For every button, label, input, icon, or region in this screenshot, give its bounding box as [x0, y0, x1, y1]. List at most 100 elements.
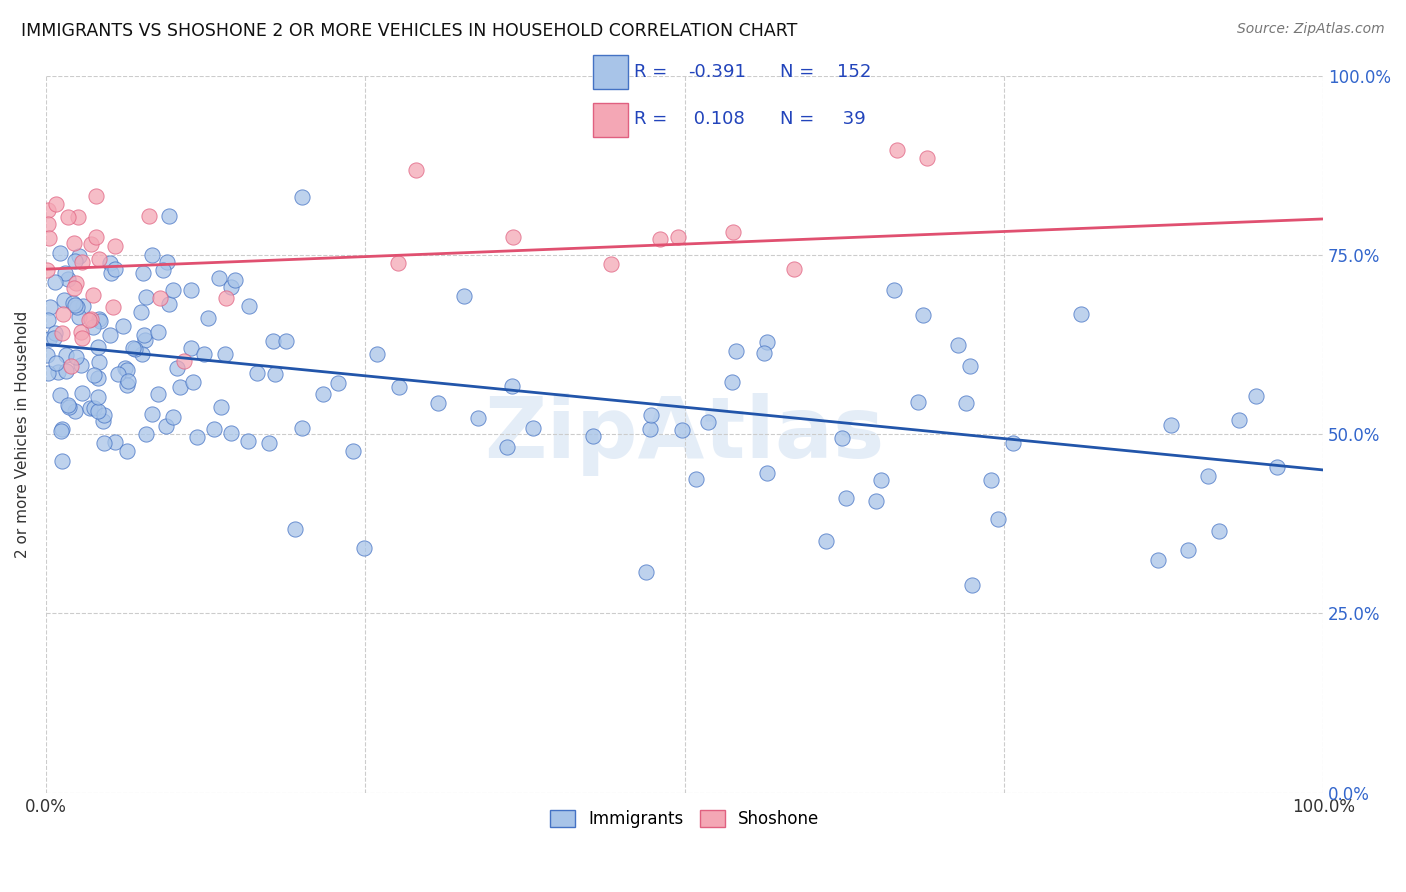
Point	[121, 341, 143, 355]
Point	[49, 388, 72, 402]
Text: -0.391: -0.391	[688, 63, 745, 81]
Point	[77, 313, 100, 327]
Point	[1177, 542, 1199, 557]
Point	[104, 239, 127, 253]
Point	[238, 299, 260, 313]
Point	[522, 421, 544, 435]
Point	[725, 344, 748, 359]
Y-axis label: 2 or more Vehicles in Household: 2 or more Vehicles in Household	[15, 310, 30, 558]
Point	[405, 163, 427, 178]
Point	[84, 230, 107, 244]
Point	[70, 255, 93, 269]
Point	[72, 386, 94, 401]
Point	[65, 350, 87, 364]
Point	[37, 263, 59, 277]
Point	[291, 190, 314, 204]
Point	[166, 360, 188, 375]
Point	[93, 408, 115, 422]
Point	[93, 436, 115, 450]
Point	[257, 435, 280, 450]
Point	[671, 423, 693, 437]
Point	[221, 280, 243, 294]
FancyBboxPatch shape	[593, 103, 627, 137]
Point	[342, 443, 364, 458]
Point	[262, 334, 284, 349]
Point	[51, 326, 73, 340]
Point	[51, 422, 73, 436]
Point	[1070, 306, 1092, 320]
Point	[353, 541, 375, 555]
Point	[723, 225, 745, 239]
Point	[37, 217, 59, 231]
Point	[70, 325, 93, 339]
Point	[835, 491, 858, 505]
Point	[955, 396, 977, 410]
Point	[312, 386, 335, 401]
Point	[1001, 436, 1024, 450]
Point	[502, 230, 524, 244]
Point	[214, 347, 236, 361]
Point	[208, 271, 231, 285]
Point	[162, 283, 184, 297]
Point	[84, 188, 107, 202]
Point	[82, 288, 104, 302]
Point	[162, 410, 184, 425]
Point	[56, 272, 79, 286]
Point	[148, 387, 170, 401]
Point	[44, 275, 66, 289]
Point	[264, 367, 287, 381]
Point	[91, 414, 114, 428]
Point	[63, 403, 86, 417]
Point	[496, 440, 519, 454]
Point	[44, 326, 66, 340]
Point	[49, 245, 72, 260]
Point	[159, 296, 181, 310]
Point	[67, 310, 90, 324]
Point	[80, 237, 103, 252]
Point	[82, 320, 104, 334]
Point	[987, 512, 1010, 526]
Point	[648, 232, 671, 246]
Point	[117, 374, 139, 388]
Point	[907, 395, 929, 409]
Point	[865, 494, 887, 508]
Point	[37, 203, 59, 218]
Point	[79, 401, 101, 415]
Point	[274, 334, 297, 349]
Point	[58, 400, 80, 414]
FancyBboxPatch shape	[593, 55, 627, 88]
Point	[1197, 468, 1219, 483]
Point	[111, 318, 134, 333]
Point	[83, 368, 105, 382]
Point	[755, 466, 778, 480]
Text: 0.108: 0.108	[688, 111, 745, 128]
Point	[38, 230, 60, 244]
Text: 152: 152	[837, 63, 870, 81]
Point	[115, 363, 138, 377]
Point	[640, 408, 662, 422]
Point	[685, 472, 707, 486]
Point	[87, 355, 110, 369]
Point	[831, 431, 853, 445]
Point	[1244, 389, 1267, 403]
Text: ZipAtlas: ZipAtlas	[485, 392, 884, 475]
Point	[98, 256, 121, 270]
Point	[104, 262, 127, 277]
Point	[39, 300, 62, 314]
Point	[63, 281, 86, 295]
Point	[427, 395, 450, 409]
Point	[72, 299, 94, 313]
Point	[783, 261, 806, 276]
Point	[959, 359, 981, 373]
Point	[284, 522, 307, 536]
Point	[193, 346, 215, 360]
Point	[87, 390, 110, 404]
Point	[83, 401, 105, 415]
Point	[155, 418, 177, 433]
Point	[155, 254, 177, 268]
Point	[53, 267, 76, 281]
Point	[141, 407, 163, 421]
Point	[1147, 553, 1170, 567]
Text: N =: N =	[779, 111, 814, 128]
Point	[946, 338, 969, 352]
